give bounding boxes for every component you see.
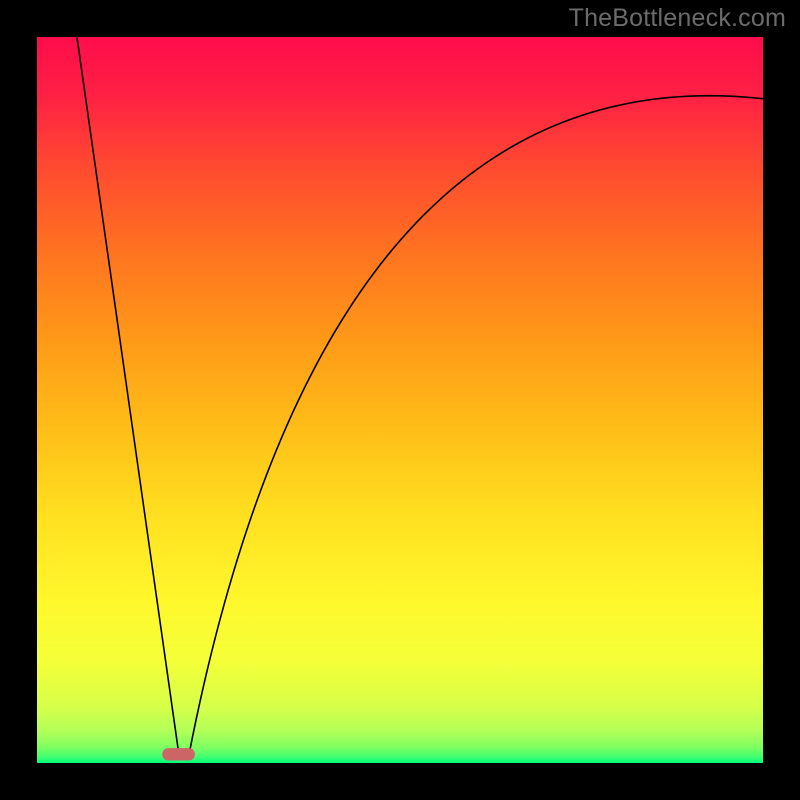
watermark: TheBottleneck.com [569,4,786,33]
optimum-indicator [162,748,195,760]
plot-background-gradient [37,37,763,763]
bottleneck-chart [0,0,800,800]
